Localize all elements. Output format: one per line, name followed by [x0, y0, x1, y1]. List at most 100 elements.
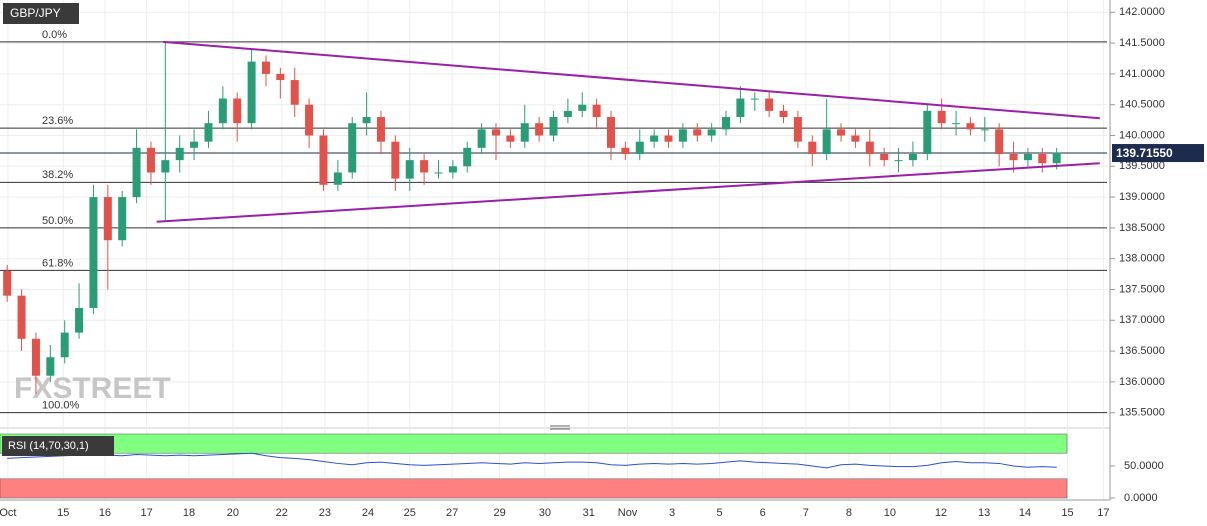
candle-body — [477, 129, 486, 148]
candle-body — [980, 129, 989, 131]
fib-label: 23.6% — [42, 115, 73, 127]
candle-body — [161, 160, 170, 173]
y-tick-label: 142.0000 — [1119, 6, 1165, 18]
candle-body — [793, 117, 802, 142]
candle-body — [463, 147, 472, 167]
candle-body — [995, 129, 1004, 154]
candle-body — [3, 271, 12, 296]
rsi-band — [0, 433, 1068, 454]
candle-body — [448, 166, 457, 173]
candle-body — [190, 141, 199, 148]
candle-body — [305, 104, 314, 136]
candle-body — [952, 123, 961, 125]
candle-body — [233, 98, 242, 124]
candle-body — [46, 357, 55, 376]
candle-body — [693, 129, 702, 136]
x-tick-label: 16 — [99, 507, 111, 519]
x-tick-label: 3 — [669, 507, 675, 519]
candle-body — [750, 98, 759, 100]
x-tick-label: 15 — [1061, 507, 1073, 519]
candle-body — [1009, 153, 1018, 161]
candle-body — [132, 147, 141, 198]
y-tick-label: 138.5000 — [1119, 222, 1165, 234]
x-tick-label: 6 — [760, 507, 766, 519]
candle-body — [175, 147, 184, 161]
candle-body — [75, 307, 84, 333]
candle-body — [635, 141, 644, 154]
x-tick-label: 30 — [539, 507, 551, 519]
candle-body — [261, 61, 270, 74]
x-tick-label: 18 — [183, 507, 195, 519]
candle-body — [578, 104, 587, 111]
x-tick-label: 29 — [493, 507, 505, 519]
candle-body — [391, 141, 400, 179]
x-tick-label: 31 — [583, 507, 595, 519]
y-tick-label: 141.0000 — [1119, 68, 1165, 80]
candle-body — [118, 197, 127, 241]
y-tick-label: 50.0000 — [1124, 460, 1164, 472]
candle-body — [506, 135, 515, 142]
watermark: FXSTREET — [14, 372, 171, 405]
fib-label: 0.0% — [42, 29, 67, 41]
candle-body — [765, 98, 774, 111]
candle-body — [592, 104, 601, 118]
x-tick-label: 15 — [57, 507, 69, 519]
candle-body — [736, 98, 745, 118]
y-tick-label: 138.0000 — [1119, 253, 1165, 265]
candle-body — [678, 129, 687, 142]
x-tick-label: 23 — [319, 507, 331, 519]
candle-body — [923, 110, 932, 154]
candle-body — [420, 160, 429, 173]
trendline — [156, 162, 1100, 223]
x-tick-label: 22 — [276, 507, 288, 519]
y-tick-label: 137.0000 — [1119, 314, 1165, 326]
candle-body — [894, 160, 903, 162]
y-tick-label: 141.5000 — [1119, 37, 1165, 49]
candle-body — [204, 123, 213, 142]
rsi-label-box — [2, 436, 114, 456]
candle-body — [563, 110, 572, 118]
candle-body — [17, 295, 26, 339]
y-tick-label: 0.0000 — [1124, 492, 1158, 504]
candle-body — [1052, 152, 1061, 164]
candle-body — [276, 73, 285, 81]
candle-body — [535, 123, 544, 136]
y-tick-label: 139.5000 — [1119, 160, 1165, 172]
candle-body — [621, 147, 630, 154]
y-tick-label: 139.0000 — [1119, 191, 1165, 203]
candle-body — [937, 110, 946, 124]
candle-body — [319, 135, 328, 185]
candle-body — [650, 135, 659, 142]
x-tick-label: 25 — [404, 507, 416, 519]
y-tick-label: 140.5000 — [1119, 99, 1165, 111]
candle-body — [607, 117, 616, 148]
candle-body — [966, 123, 975, 130]
y-tick-label: 135.5000 — [1119, 407, 1165, 419]
candle-body — [880, 153, 889, 161]
candle-body — [664, 135, 673, 142]
candle-body — [865, 141, 874, 154]
chart-title: GBP/JPY — [10, 6, 61, 20]
candle-body — [434, 172, 443, 174]
last-price-label: 139.71550 — [1116, 146, 1173, 160]
x-tick-label: 5 — [716, 507, 722, 519]
fib-label: 38.2% — [42, 169, 73, 181]
candle-body — [247, 61, 256, 124]
candle-body — [31, 338, 40, 376]
x-tick-label: Nov — [618, 507, 638, 519]
x-tick-label: 10 — [884, 507, 896, 519]
x-tick-label: 17 — [1097, 507, 1109, 519]
candle-body — [1038, 153, 1047, 164]
title-box — [3, 3, 79, 24]
candle-body — [707, 129, 716, 136]
x-tick-label: 24 — [362, 507, 374, 519]
x-tick-label: 12 — [935, 507, 947, 519]
y-tick-label: 137.5000 — [1119, 283, 1165, 295]
fib-label: 50.0% — [42, 215, 73, 227]
rsi-line — [7, 452, 1057, 469]
candle-body — [837, 129, 846, 136]
candle-body — [491, 129, 500, 136]
rsi-band — [0, 478, 1068, 499]
x-tick-label: 13 — [978, 507, 990, 519]
